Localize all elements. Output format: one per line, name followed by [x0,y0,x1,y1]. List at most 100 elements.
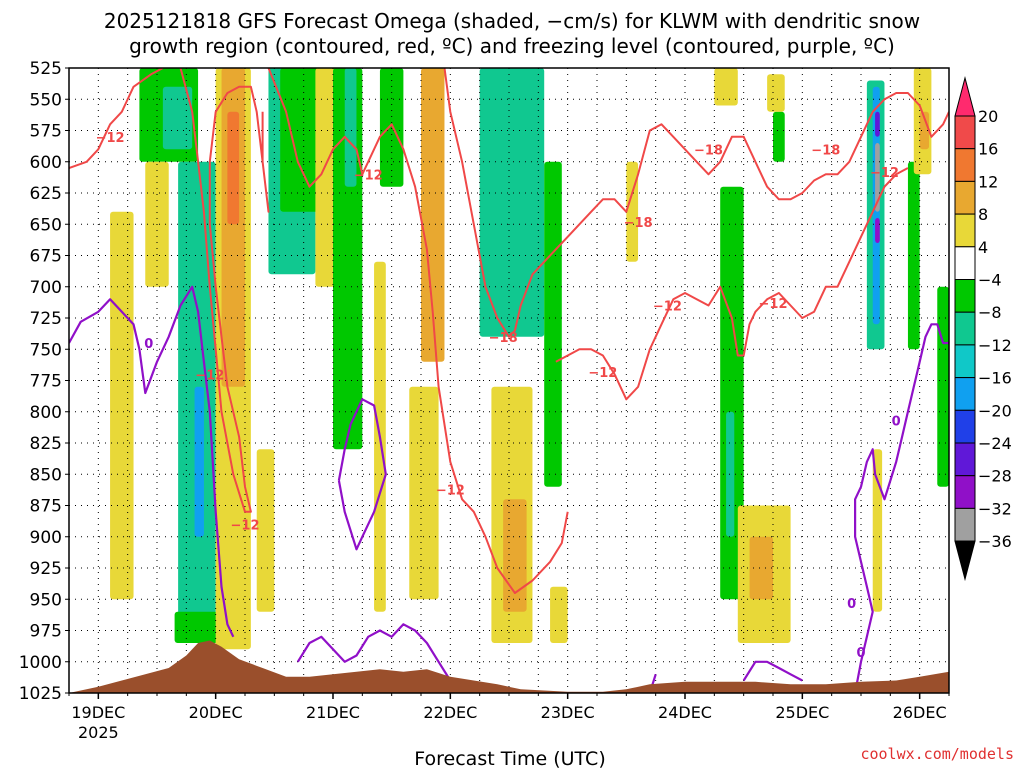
omega-region [767,74,785,112]
y-tick-label: 600 [30,153,62,173]
colorbar-bottom-arrow [954,540,976,582]
credit-text: coolwx.com/models [860,745,1014,763]
contour-label: −12 [354,168,383,183]
y-tick-label: 650 [30,215,62,235]
colorbar-label: 20 [978,107,998,126]
omega-region [162,86,193,150]
dgz-contour-line [443,68,949,338]
contour-label: −12 [759,297,788,312]
omega-region [550,586,568,643]
colorbar-label: −20 [978,401,1012,420]
x-tick-label: 26DEC [893,703,947,722]
contour-label: −12 [96,131,125,146]
omega-region [344,68,357,187]
omega-region [875,218,880,243]
omega-region [379,68,404,187]
y-tick-label: 550 [30,90,62,110]
omega-region [421,68,445,362]
colorbar-label: 16 [978,140,998,159]
colorbar-swatch [954,475,976,509]
x-tick-label: 21DEC [306,703,360,722]
contour-label: 0 [856,646,865,661]
dgz-contour-line [267,68,569,594]
colorbar-label: −32 [978,499,1012,518]
y-tick-label: 625 [30,184,62,204]
contour-label: −12 [436,483,465,498]
omega-region [544,161,562,487]
dgz-contour-line [179,68,270,513]
contour-label: −12 [231,518,260,533]
plot-area: −12 −12 −12 −12 −12 −18 −12 −18 −12 −18 −12 −18 −12 0… [68,67,950,694]
y-axis: 525 550 575 600 625 650 675 700 725 750 775 800 825 8… [19,59,69,704]
y-tick-label: 925 [30,559,62,579]
colorbar-swatch [954,442,976,477]
omega-region [875,143,880,212]
colorbar-label: −24 [978,434,1012,453]
contour-label: −18 [624,216,653,231]
colorbar-swatch [954,180,976,215]
contour-label: 0 [144,337,153,352]
y-tick-label: 750 [30,340,62,360]
freezing-level-contour-line [853,323,949,693]
omega-region [726,411,735,537]
y-tick-label: 825 [30,434,62,454]
contour-label: −18 [811,143,840,158]
omega-region [479,68,545,337]
colorbar-swatch [954,115,976,150]
colorbar-label: −12 [978,336,1012,355]
colorbar-label: 12 [978,172,998,191]
freezing-level-contour-line [742,660,803,682]
omega-region [749,536,773,600]
terrain-fill [69,640,949,693]
x-tick-label: 20DEC [189,703,243,722]
dgz-contour-line [555,167,909,401]
omega-region [773,111,785,162]
chart-title-line1: 2025121818 GFS Forecast Omega (shaded, −… [104,9,920,33]
colorbar-label: −28 [978,467,1012,486]
contour-label: −18 [694,143,723,158]
colorbar-swatch [954,344,976,379]
omega-region [227,111,240,225]
y-tick-label: 850 [30,465,62,485]
omega-region [919,111,930,150]
contour-label: −12 [588,366,617,381]
grid [69,67,950,694]
contour-label: −12 [653,300,682,315]
omega-region [907,161,920,350]
colorbar-swatch [954,311,976,346]
contours [69,68,949,693]
x-tick-label: 22DEC [423,703,477,722]
contour-label: 0 [847,597,856,612]
omega-region [937,286,949,487]
y-tick-label: 1025 [19,684,62,704]
y-tick-label: 1000 [19,653,62,673]
omega-region [875,111,880,137]
colorbar-swatch [954,507,976,542]
omega-region [194,386,204,537]
y-tick-label: 900 [30,528,62,548]
colorbar: 20 16 12 8 4 −4 −8 −12 −16 −20 −24 −28 −32 −36 [954,76,1012,582]
colorbar-swatch [954,409,976,444]
colorbar-swatch [954,213,976,248]
omega-region [409,386,439,600]
y-tick-label: 525 [30,59,62,79]
omega-region [110,211,134,600]
chart-title-line2: growth region (contoured, red, ºC) and f… [129,34,895,58]
omega-region [256,449,275,612]
colorbar-swatch [954,377,976,411]
contour-label: −12 [870,166,899,181]
y-tick-label: 575 [30,122,62,142]
freezing-level-contour-line [69,285,235,638]
freezing-level-contour-line [296,623,452,682]
y-tick-label: 875 [30,497,62,517]
x-tick-label: 24DEC [658,703,712,722]
colorbar-top-arrow [954,76,976,117]
contour-label: −12 [195,368,224,383]
x-axis-label: Forecast Time (UTC) [414,748,605,768]
contour-labels: −12 −12 −12 −12 −12 −18 −12 −18 −12 −18 −12 −18 −12 0… [96,131,901,661]
omega-region [714,68,738,106]
freezing-level-contour-line [337,398,387,551]
y-tick-label: 775 [30,372,62,392]
